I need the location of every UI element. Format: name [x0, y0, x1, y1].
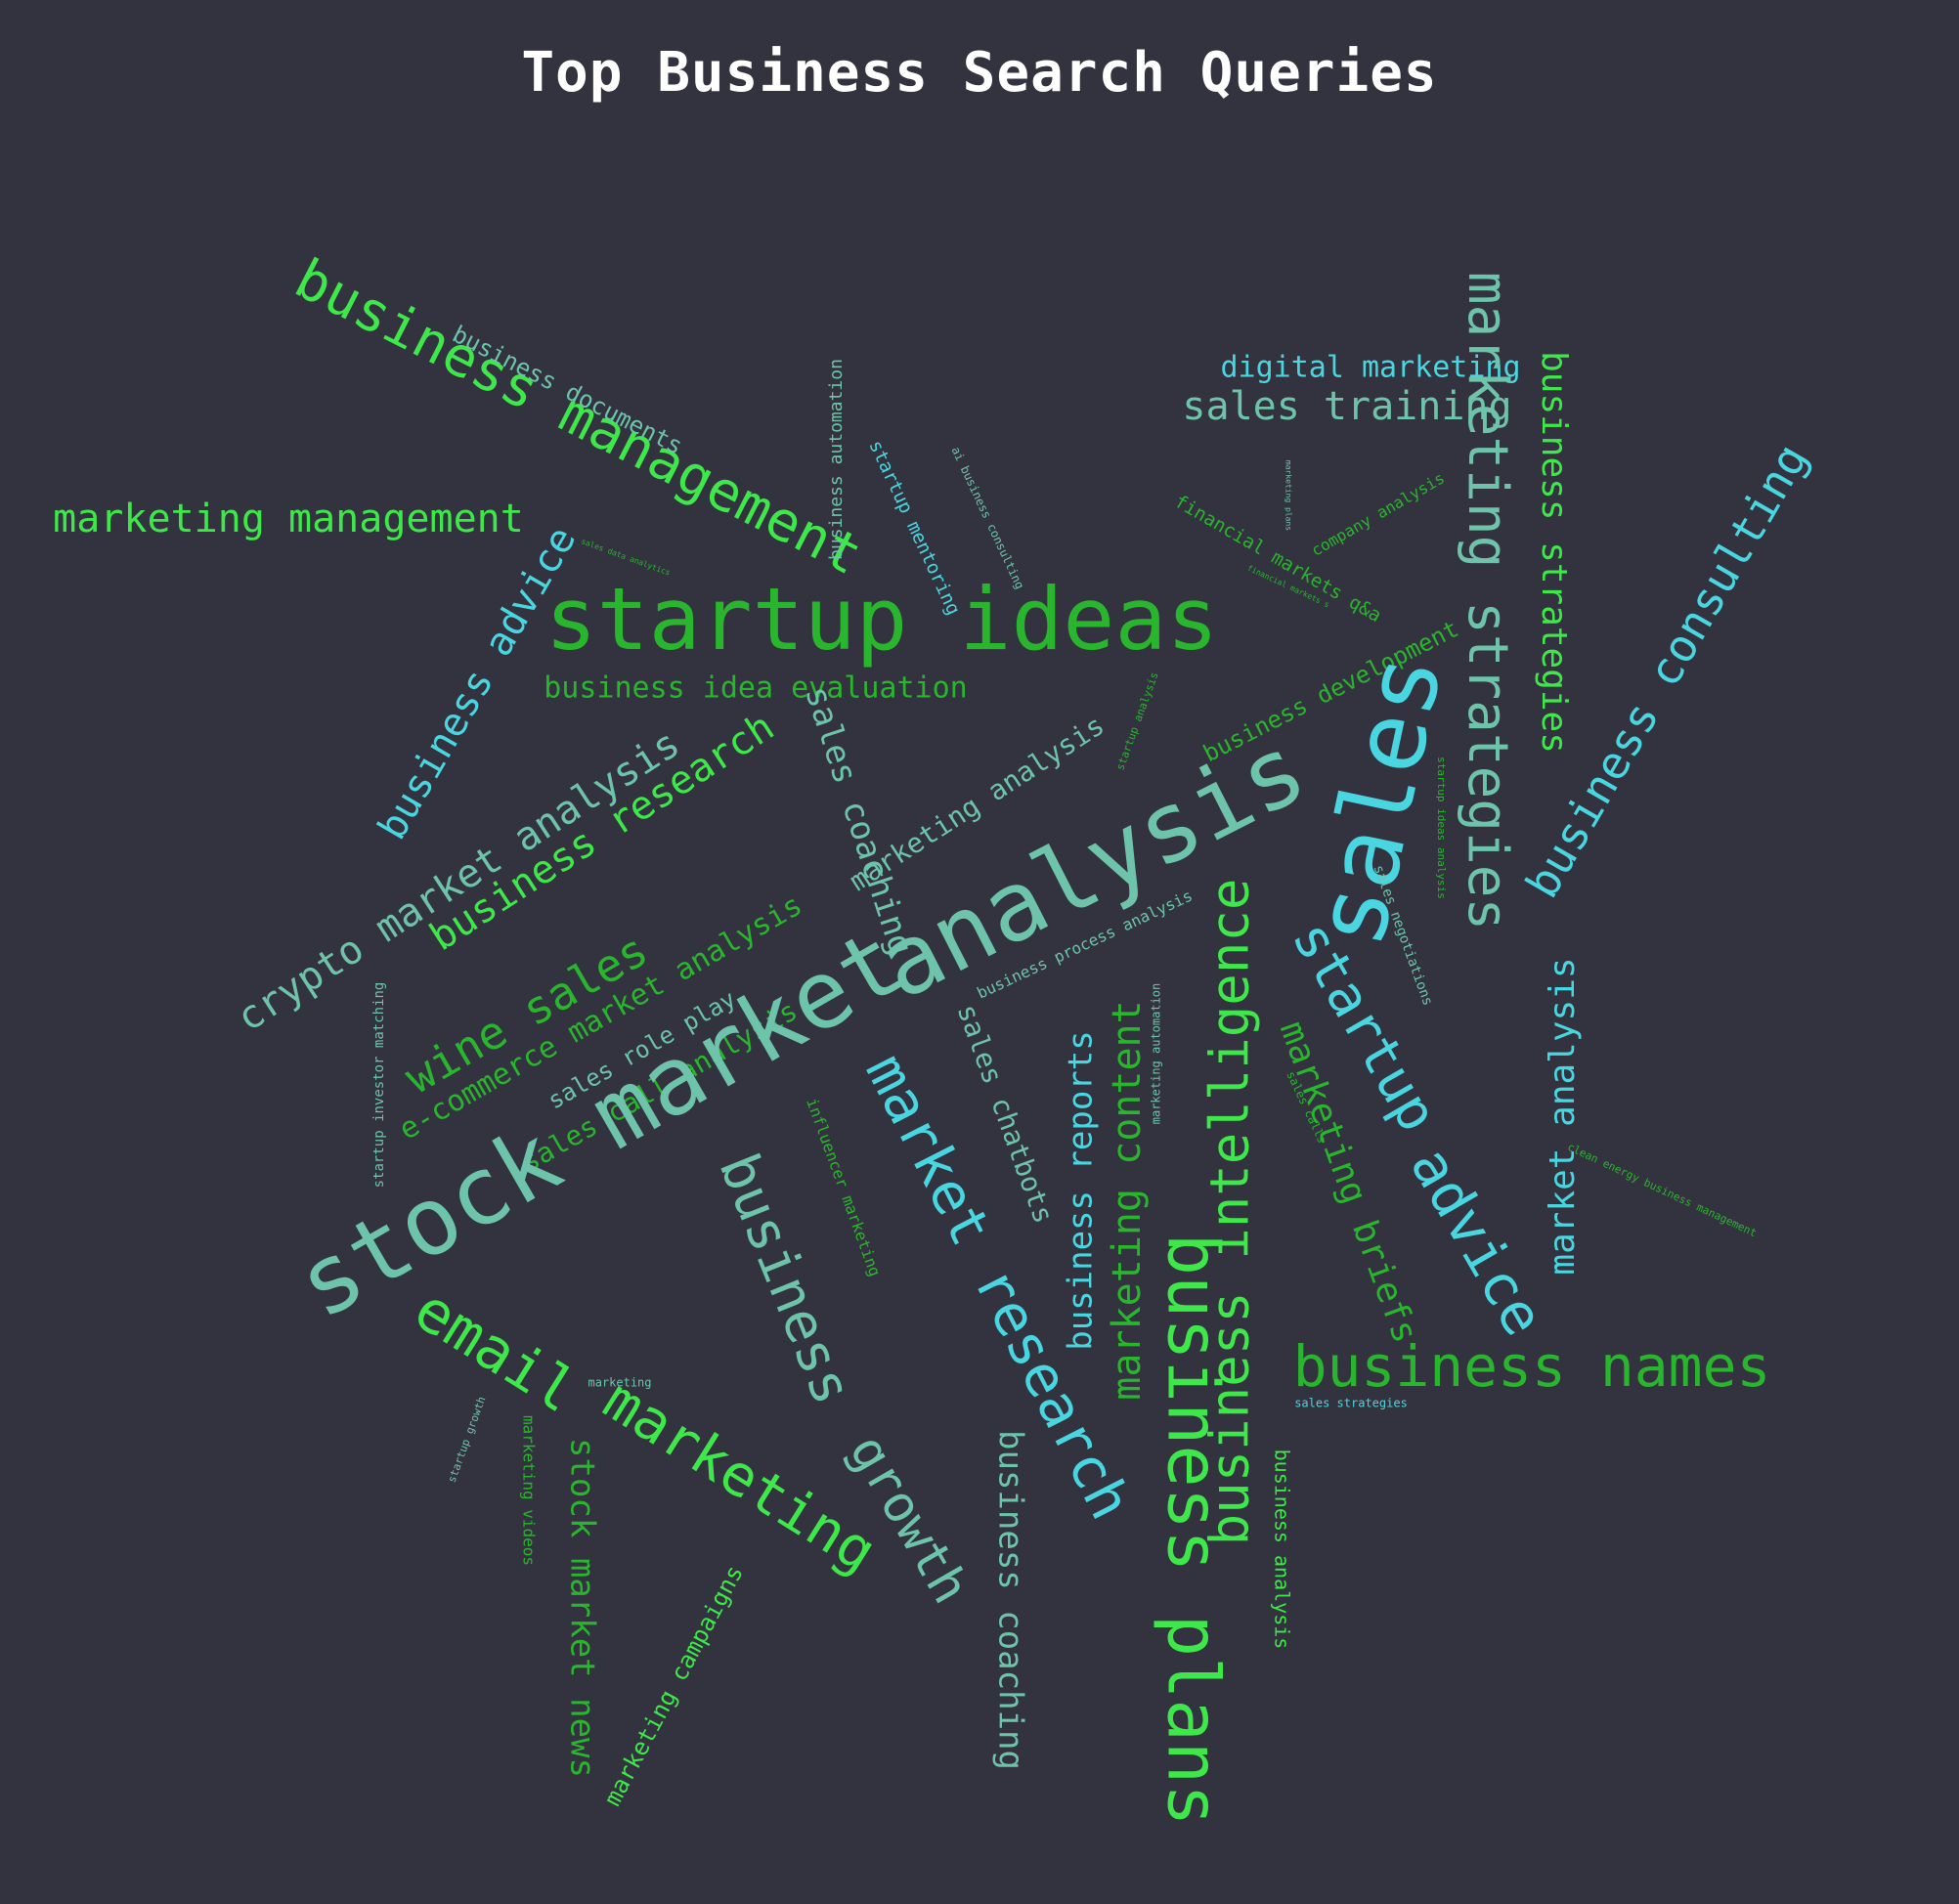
word-advice: advice [1398, 1136, 1558, 1346]
word-sales-training: sales training [1182, 384, 1511, 429]
word-influencer-marketing: influencer marketing [803, 1096, 885, 1279]
word-business-strategies: business strategies [1534, 351, 1574, 754]
word-marketing: marketing [592, 1366, 889, 1585]
word-email: email [403, 1276, 588, 1427]
word-digital-marketing: digital marketing [1220, 351, 1520, 385]
word-marketing-campaigns: marketing campaigns [598, 1561, 749, 1811]
word-clean-energy-business-management: clean energy business management [1565, 1141, 1759, 1239]
word-marketing: marketing [588, 1376, 651, 1390]
word-marketing-plans: marketing plans [1284, 460, 1293, 531]
word-company-analysis: company analysis [1308, 468, 1448, 560]
chart-title: Top Business Search Queries [521, 41, 1438, 105]
word-startup-ideas: startup ideas [545, 569, 1219, 670]
word-startup-analysis: startup analysis [1113, 671, 1160, 772]
word-business-analysis: business analysis [1271, 1450, 1294, 1650]
word-market-analysis: market analysis [1543, 957, 1583, 1275]
word-startup-ideas-analysis: startup ideas analysis [1435, 757, 1448, 899]
word-business-research: business research [422, 705, 782, 961]
word-stock-market-news: stock market news [563, 1438, 602, 1778]
word-business-names: business names [1293, 1333, 1771, 1400]
word-startup-growth: startup growth [446, 1395, 489, 1485]
word-marketing-strategies: marketing strategies [1456, 272, 1519, 930]
word-business-coaching: business coaching [991, 1430, 1030, 1770]
word-marketing-videos: marketing videos [520, 1415, 539, 1566]
word-business-reports: business reports [1062, 1030, 1101, 1351]
word-business-plans: business plans [1152, 1233, 1234, 1827]
word-marketing-content: marketing content [1105, 1000, 1150, 1400]
word-startup-investor-matching: startup investor matching [371, 982, 387, 1189]
word-business-intelligence: business intelligence [1199, 879, 1261, 1546]
word-business-automation: business automation [826, 359, 847, 560]
word-marketing-automation: marketing automation [1150, 983, 1163, 1125]
word-marketing-management: marketing management [53, 497, 524, 541]
word-sales-strategies: sales strategies [1294, 1397, 1408, 1410]
word-business-idea-evaluation: business idea evaluation [544, 671, 967, 706]
